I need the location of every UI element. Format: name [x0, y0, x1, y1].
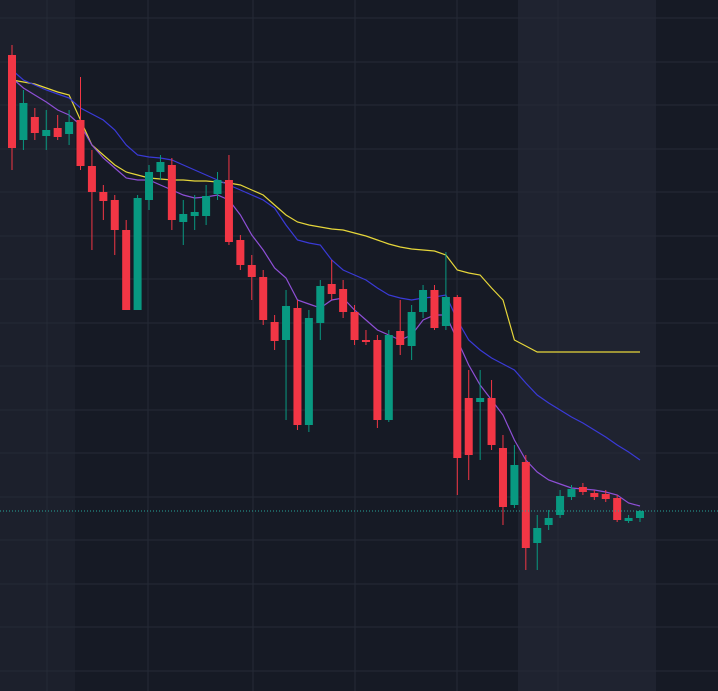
candle-body	[613, 498, 622, 520]
candle-body	[167, 165, 176, 220]
candle-body	[396, 331, 405, 345]
candle-body	[65, 122, 74, 134]
candle-body	[498, 448, 507, 507]
vertical-grid	[46, 0, 559, 691]
candle-body	[464, 398, 473, 455]
candle-body	[316, 286, 325, 323]
candle-body	[110, 200, 119, 230]
candle-body	[53, 128, 62, 137]
candle-body	[556, 496, 565, 515]
candle-body	[327, 284, 336, 294]
candle-body	[19, 103, 28, 140]
candle-body	[145, 172, 154, 200]
moving-average-line	[11, 79, 640, 353]
candle-body	[578, 487, 587, 492]
candle-body	[293, 308, 302, 425]
candle-body	[304, 318, 313, 425]
candle-body	[247, 265, 256, 277]
candle-body	[419, 290, 428, 312]
candle-body	[133, 198, 142, 310]
candle-body	[156, 162, 165, 172]
moving-average-line	[11, 69, 641, 461]
candle-body	[76, 120, 85, 166]
candle-body	[213, 180, 222, 194]
candle-body	[510, 465, 519, 505]
candle-body	[259, 277, 268, 320]
candle-body	[122, 230, 131, 310]
candle-body	[441, 297, 450, 326]
moving-average-line	[11, 77, 641, 507]
candle-body	[521, 462, 530, 548]
candle-body	[190, 212, 199, 216]
candle-body	[636, 511, 644, 518]
candle-body	[30, 117, 39, 133]
candle-body	[8, 55, 16, 148]
candle-body	[430, 290, 439, 328]
candle-body	[236, 240, 245, 265]
candle-body	[567, 489, 576, 497]
candle-body	[601, 494, 610, 499]
candle-body	[179, 214, 188, 222]
candle-body	[373, 340, 382, 420]
candle-body	[270, 322, 279, 341]
candle-body	[224, 180, 233, 242]
candle-body	[544, 518, 553, 525]
candle-body	[407, 312, 416, 346]
candle-body	[533, 528, 542, 543]
candle-body	[476, 398, 485, 402]
candle-body	[487, 398, 496, 445]
candle-body	[42, 130, 51, 136]
candle-body	[350, 312, 359, 340]
candle-body	[384, 335, 393, 420]
candle-body	[624, 518, 633, 521]
candle-body	[453, 297, 462, 458]
candle-body	[99, 192, 108, 201]
candle-body	[282, 306, 291, 340]
candle-body	[87, 166, 96, 192]
session-band	[518, 0, 656, 691]
candle-body	[339, 289, 348, 312]
candle-body	[590, 493, 599, 497]
candle-body	[202, 196, 211, 216]
candle-body	[361, 340, 370, 342]
